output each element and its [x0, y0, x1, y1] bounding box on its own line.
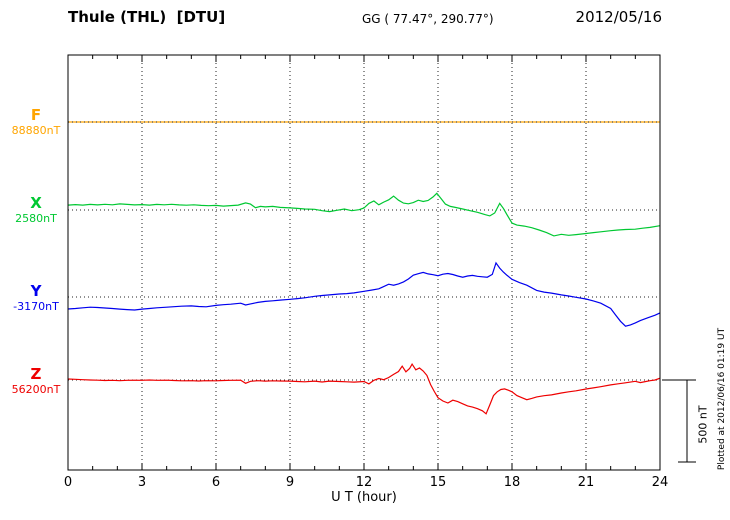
scale-bar-label: 500 nT [696, 405, 710, 444]
component-label-Y: Y -3170nT [6, 283, 66, 313]
x-tick-label: 24 [652, 475, 669, 490]
component-label-X: X 2580nT [6, 195, 66, 225]
component-letter-Z: Z [30, 365, 42, 383]
component-baseline-Z: 56200nT [11, 383, 61, 396]
geographic-coordinates: GG ( 77.47°, 290.77°) [362, 12, 494, 26]
trace-Z [67, 362, 661, 415]
observation-date: 2012/05/16 [575, 8, 662, 26]
x-tick-label: 6 [212, 475, 220, 490]
component-letter-Y: Y [30, 282, 42, 300]
x-tick-label: 9 [286, 475, 294, 490]
component-baseline-X: 2580nT [15, 212, 57, 225]
x-tick-label: 18 [504, 475, 521, 490]
x-tick-label: 21 [578, 475, 595, 490]
component-baseline-Y: -3170nT [13, 300, 59, 313]
trace-X [67, 192, 661, 237]
x-tick-label: 12 [356, 475, 373, 490]
trace-Y [67, 261, 661, 327]
x-tick-label: 3 [138, 475, 146, 490]
component-label-F: F 88880nT [6, 107, 66, 137]
x-tick-label: 0 [64, 475, 72, 490]
plot-timestamp-note: Plotted at 2012/06/16 01:19 UT [717, 327, 727, 471]
component-letter-X: X [30, 194, 42, 212]
component-letter-F: F [30, 106, 42, 124]
component-baseline-F: 88880nT [11, 124, 61, 137]
station-title: Thule (THL) [DTU] [68, 8, 226, 26]
x-tick-label: 15 [430, 475, 447, 490]
component-label-Z: Z 56200nT [6, 366, 66, 396]
x-axis-label: U T (hour) [331, 490, 397, 505]
